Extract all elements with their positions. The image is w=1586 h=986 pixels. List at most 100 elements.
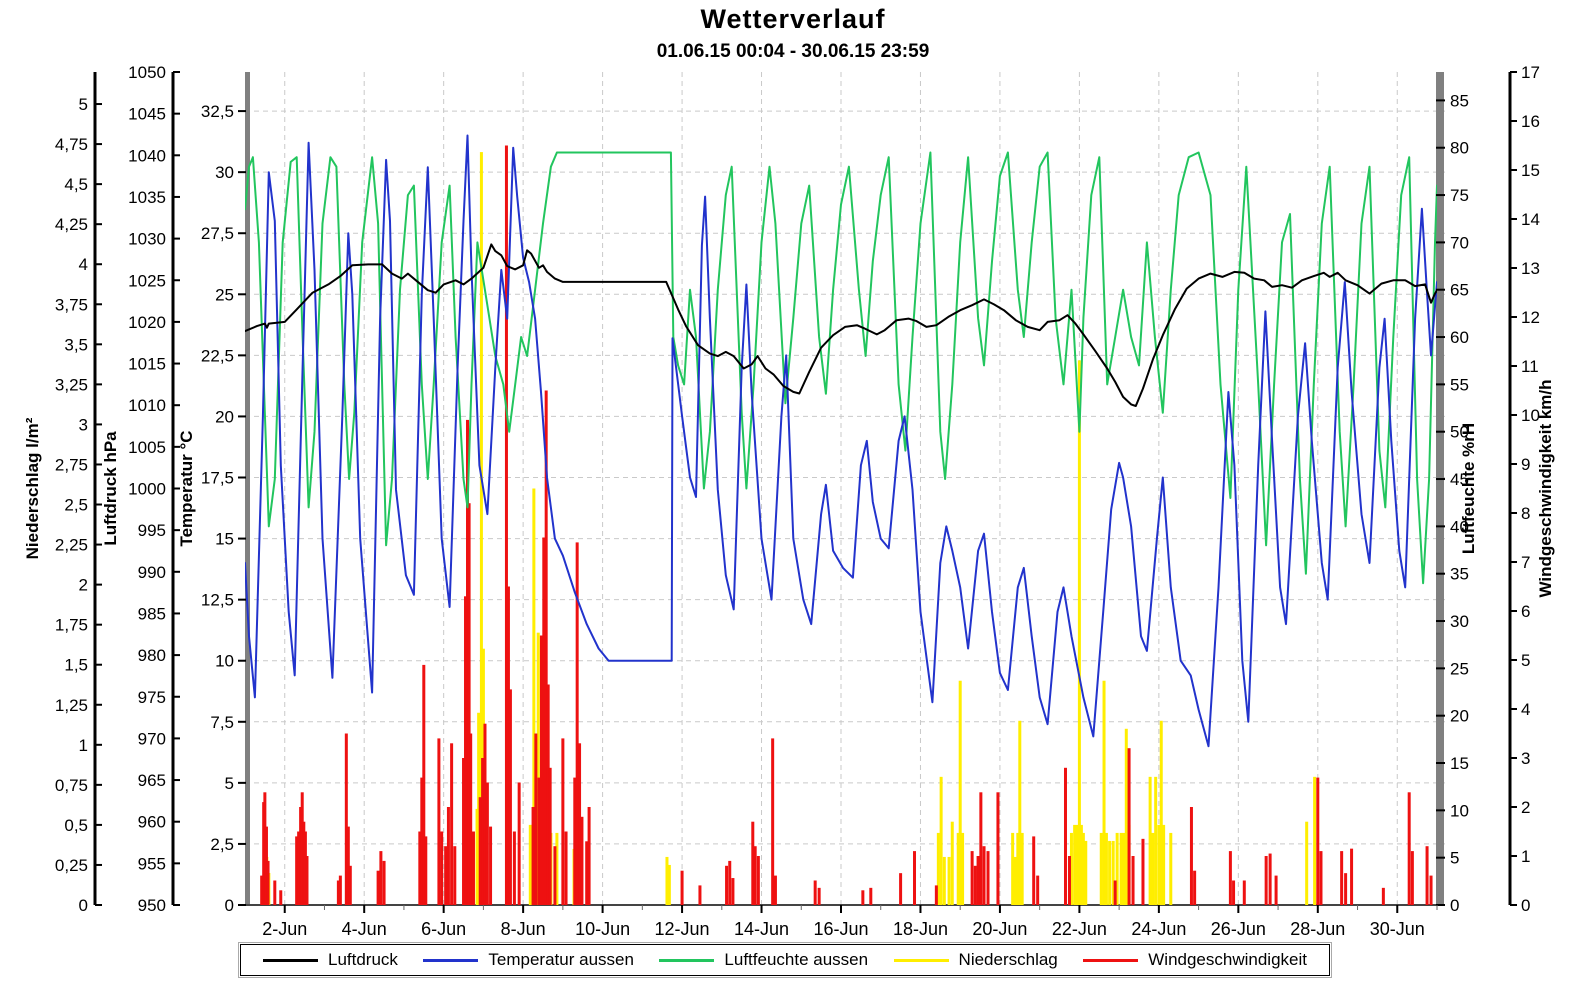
bar-niederschlag bbox=[532, 488, 536, 905]
wind-tick-label: 9 bbox=[1521, 455, 1530, 474]
niederschlag-tick-label: 3,5 bbox=[64, 335, 88, 354]
bar-wind bbox=[531, 807, 535, 905]
bar-wind bbox=[1232, 880, 1236, 905]
x-tick-label: 14-Jun bbox=[734, 919, 789, 939]
bar-wind bbox=[471, 831, 475, 905]
bar-niederschlag bbox=[1016, 832, 1020, 905]
luftfeuchte-tick-label: 10 bbox=[1450, 801, 1469, 820]
x-tick-label: 10-Jun bbox=[575, 919, 630, 939]
luftdruck-tick-label: 1040 bbox=[128, 146, 166, 165]
bar-wind bbox=[1131, 856, 1135, 905]
bar-niederschlag bbox=[1313, 776, 1317, 905]
bar-wind bbox=[756, 856, 760, 905]
luftfeuchte-tick-label: 25 bbox=[1450, 659, 1469, 678]
luftdruck-tick-label: 1000 bbox=[128, 480, 166, 499]
wind-tick-label: 10 bbox=[1521, 406, 1540, 425]
luftdruck-tick-label: 1045 bbox=[128, 105, 166, 124]
bar-wind bbox=[450, 743, 454, 905]
legend-line-sample bbox=[423, 958, 479, 962]
luftdruck-tick-label: 1035 bbox=[128, 188, 166, 207]
bar-wind bbox=[813, 880, 817, 905]
luftfeuchte-tick-label: 35 bbox=[1450, 565, 1469, 584]
bar-wind bbox=[506, 586, 510, 905]
bar-niederschlag bbox=[950, 821, 954, 905]
luftdruck-tick-label: 950 bbox=[138, 896, 166, 915]
luftdruck-tick-label: 1005 bbox=[128, 438, 166, 457]
bar-wind bbox=[564, 831, 568, 905]
bar-niederschlag bbox=[956, 832, 960, 905]
bar-wind bbox=[725, 865, 729, 905]
legend-item-3: Niederschlag bbox=[893, 950, 1058, 970]
bar-niederschlag bbox=[947, 856, 951, 905]
bar-wind bbox=[424, 836, 428, 905]
luftdruck-tick-label: 965 bbox=[138, 771, 166, 790]
bar-wind bbox=[546, 684, 550, 905]
bar-niederschlag bbox=[1099, 832, 1103, 905]
bar-wind bbox=[1268, 853, 1272, 905]
luftdruck-tick-label: 990 bbox=[138, 563, 166, 582]
x-tick-label: 12-Jun bbox=[655, 919, 710, 939]
bar-wind bbox=[481, 758, 485, 905]
legend-item-4: Windgeschwindigkeit bbox=[1083, 950, 1307, 970]
niederschlag-tick-label: 1,25 bbox=[55, 696, 88, 715]
bar-wind bbox=[512, 831, 516, 905]
bar-wind bbox=[422, 664, 426, 905]
bar-wind bbox=[467, 503, 471, 905]
bar-niederschlag bbox=[536, 632, 540, 905]
temperatur-tick-label: 22,5 bbox=[201, 346, 234, 365]
luftfeuchte-tick-label: 85 bbox=[1450, 91, 1469, 110]
axes: 0 0,25 0,5 0,75 1 1,25 1,5 1,75 2 2,25 2,5 2,75 3 3,2… bbox=[23, 63, 1555, 939]
bar-niederschlag bbox=[555, 832, 559, 905]
bar-niederschlag bbox=[1073, 824, 1077, 905]
bar-series-wind bbox=[260, 145, 1433, 905]
bar-niederschlag bbox=[1115, 832, 1119, 905]
x-tick-label: 26-Jun bbox=[1211, 919, 1266, 939]
temperatur-tick-label: 15 bbox=[215, 530, 234, 549]
x-tick-label: 6-Jun bbox=[421, 919, 466, 939]
bar-niederschlag bbox=[667, 864, 671, 905]
niederschlag-tick-label: 1,75 bbox=[55, 616, 88, 635]
temperatur-tick-label: 30 bbox=[215, 163, 234, 182]
temperatur-tick-label: 7,5 bbox=[210, 713, 234, 732]
x-tick-label: 22-Jun bbox=[1052, 919, 1107, 939]
bar-niederschlag bbox=[942, 856, 946, 905]
bar-niederschlag bbox=[1075, 824, 1079, 905]
bar-wind bbox=[539, 635, 543, 905]
luftfeuchte-tick-label: 50 bbox=[1450, 423, 1469, 442]
bar-wind bbox=[1425, 846, 1429, 905]
legend-item-1: Temperatur aussen bbox=[423, 950, 634, 970]
legend-item-2: Luftfeuchte aussen bbox=[659, 950, 868, 970]
data-series bbox=[245, 134, 1437, 905]
bar-wind bbox=[1381, 887, 1385, 905]
niederschlag-tick-label: 5 bbox=[79, 95, 88, 114]
luftfeuchte-tick-label: 75 bbox=[1450, 186, 1469, 205]
temperatur-tick-label: 20 bbox=[215, 407, 234, 426]
temperatur-axis-title: Temperatur °C bbox=[177, 430, 196, 546]
bar-wind bbox=[982, 846, 986, 905]
bar-wind bbox=[1429, 875, 1433, 905]
legend-line-sample bbox=[659, 958, 715, 962]
wind-tick-label: 17 bbox=[1521, 63, 1540, 82]
legend-line-sample bbox=[263, 958, 318, 962]
temperatur-tick-label: 27,5 bbox=[201, 224, 234, 243]
bar-wind bbox=[418, 831, 422, 905]
wind-tick-label: 6 bbox=[1521, 602, 1530, 621]
bar-wind bbox=[344, 733, 348, 905]
bar-wind bbox=[580, 816, 584, 905]
bar-wind bbox=[462, 758, 466, 905]
bar-wind bbox=[1340, 851, 1344, 905]
temperatur-tick-label: 25 bbox=[215, 285, 234, 304]
bar-wind bbox=[1350, 848, 1354, 905]
legend-label: Temperatur aussen bbox=[488, 950, 634, 969]
bar-niederschlag bbox=[1018, 720, 1022, 905]
bar-wind bbox=[469, 733, 473, 905]
bar-niederschlag bbox=[1020, 832, 1024, 905]
niederschlag-tick-label: 4,5 bbox=[64, 175, 88, 194]
bar-wind bbox=[1063, 767, 1067, 905]
wind-tick-label: 0 bbox=[1521, 896, 1530, 915]
bar-wind bbox=[537, 777, 541, 905]
bar-wind bbox=[534, 733, 538, 905]
bar-niederschlag bbox=[475, 808, 479, 905]
bar-niederschlag bbox=[1122, 832, 1126, 905]
bar-wind bbox=[1319, 851, 1323, 905]
